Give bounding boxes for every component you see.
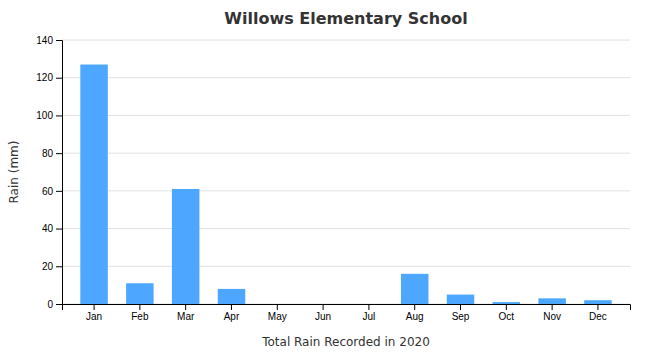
grid-line	[62, 190, 630, 191]
grid-line	[62, 40, 630, 41]
tick-label: Nov	[543, 311, 561, 322]
y-tick: 20	[42, 261, 62, 272]
tick-label: Oct	[499, 311, 515, 322]
tick-mark	[323, 304, 324, 310]
tick-label: 20	[42, 261, 54, 272]
plot: Jan Feb Mar Apr May Jun Jul Aug Sep Oct Nov Dec 0 20 4…	[36, 35, 630, 322]
bar	[218, 289, 245, 304]
bar	[493, 302, 520, 304]
tick-label: 60	[42, 186, 54, 197]
x-axis: Jan Feb Mar Apr May Jun Jul Aug Sep Oct Nov Dec	[63, 304, 631, 322]
x-tick: May	[268, 304, 287, 322]
tick-label: 0	[47, 299, 53, 310]
y-tick: 60	[42, 186, 62, 197]
x-tick: Aug	[406, 304, 424, 322]
x-tick: Sep	[452, 304, 470, 322]
bar	[538, 298, 565, 304]
bar	[126, 283, 153, 304]
chart: Jan Feb Mar Apr May Jun Jul Aug Sep Oct Nov Dec 0 20 4…	[0, 0, 650, 360]
tick-label: Dec	[589, 311, 607, 322]
x-tick: Jun	[315, 304, 331, 322]
tick-label: Aug	[406, 311, 424, 322]
tick-mark	[414, 304, 415, 310]
x-axis-title: Total Rain Recorded in 2020	[261, 335, 430, 349]
tick-label: 40	[42, 223, 54, 234]
tick-mark	[139, 304, 140, 310]
x-tick: Dec	[589, 304, 607, 322]
tick-mark	[56, 304, 62, 305]
tick-mark	[506, 304, 507, 310]
y-tick: 140	[36, 35, 62, 46]
tick-label: 80	[42, 148, 54, 159]
tick-label: 140	[36, 35, 53, 46]
x-tick: Feb	[131, 304, 149, 322]
x-tick: Nov	[543, 304, 561, 322]
bar	[584, 300, 611, 304]
tick-label: Jun	[315, 311, 331, 322]
bar	[80, 65, 107, 304]
bar	[447, 295, 474, 304]
tick-mark	[56, 229, 62, 230]
tick-mark	[56, 266, 62, 267]
axis-line	[63, 305, 631, 311]
y-tick: 0	[47, 299, 62, 310]
tick-label: Apr	[224, 311, 240, 322]
bar	[355, 304, 382, 305]
tick-mark	[368, 304, 369, 310]
x-tick: Oct	[499, 304, 515, 322]
tick-mark	[56, 191, 62, 192]
tick-label: Jul	[363, 311, 376, 322]
y-tick: 120	[36, 72, 62, 83]
tick-label: 100	[36, 110, 53, 121]
axis-line	[56, 41, 63, 305]
tick-mark	[94, 304, 95, 310]
title: Willows Elementary School	[224, 9, 467, 28]
y-tick: 40	[42, 223, 62, 234]
bar	[401, 274, 428, 304]
y-tick: 100	[36, 110, 62, 121]
tick-label: Feb	[131, 311, 149, 322]
tick-label: May	[268, 311, 287, 322]
tick-mark	[231, 304, 232, 310]
grid	[62, 40, 630, 304]
bars	[80, 65, 611, 304]
x-tick: Apr	[224, 304, 240, 322]
grid-line	[62, 153, 630, 154]
tick-mark	[597, 304, 598, 310]
grid-line	[62, 115, 630, 116]
tick-mark	[460, 304, 461, 310]
tick-label: Sep	[452, 311, 470, 322]
x-tick: Jan	[86, 304, 102, 322]
y-axis-title: Rain (mm)	[7, 141, 21, 204]
tick-label: Mar	[177, 311, 195, 322]
tick-mark	[56, 78, 62, 79]
tick-label: 120	[36, 72, 53, 83]
tick-mark	[56, 153, 62, 154]
x-tick: Jul	[363, 304, 376, 322]
tick-mark	[56, 115, 62, 116]
tick-label: Jan	[86, 311, 102, 322]
tick-mark	[56, 40, 62, 41]
bar	[172, 189, 199, 304]
bar	[309, 304, 336, 305]
y-tick: 80	[42, 148, 62, 159]
grid-line	[62, 228, 630, 229]
y-axis: 0 20 40 60 80 100 120 140	[36, 35, 62, 310]
grid-line	[62, 77, 630, 78]
tick-mark	[185, 304, 186, 310]
grid-line	[62, 266, 630, 267]
x-tick: Mar	[177, 304, 195, 322]
tick-mark	[552, 304, 553, 310]
tick-mark	[277, 304, 278, 310]
bar	[264, 304, 291, 305]
